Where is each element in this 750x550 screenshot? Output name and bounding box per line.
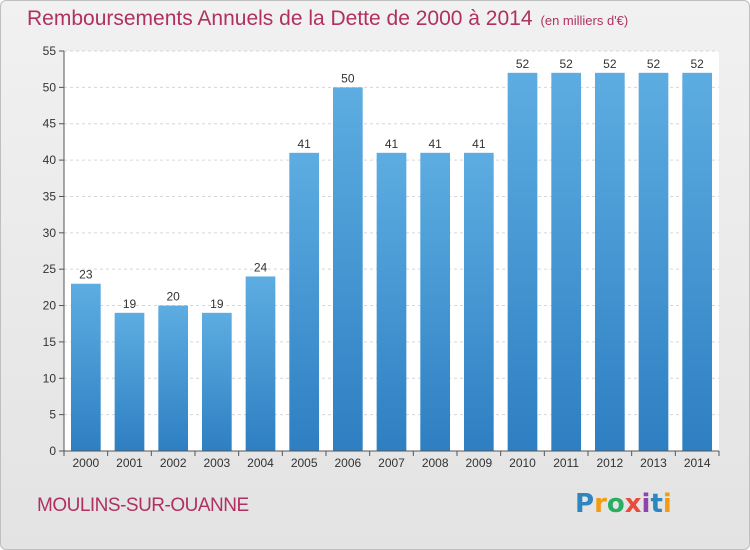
y-tick-label: 5 (49, 408, 56, 422)
logo-letter: x (624, 489, 642, 519)
logo-letter: P (575, 489, 595, 519)
y-tick-label: 20 (43, 299, 57, 313)
bar-2004 (245, 276, 276, 451)
bar-2013 (638, 72, 669, 452)
x-tick-label-2012: 2012 (596, 456, 623, 470)
logo-letter: i (641, 489, 651, 519)
y-tick-label: 10 (43, 371, 57, 385)
bar-2010 (507, 72, 538, 452)
x-tick-label-2014: 2014 (684, 456, 711, 470)
bar-2000 (70, 283, 101, 451)
value-label-2009: 41 (472, 137, 486, 151)
y-tick-label: 40 (43, 153, 57, 167)
x-tick-label-2006: 2006 (334, 456, 361, 470)
logo-letter: r (594, 489, 607, 519)
x-tick-label-2000: 2000 (72, 456, 99, 470)
x-tick-label-2004: 2004 (247, 456, 274, 470)
x-tick-label-2010: 2010 (509, 456, 536, 470)
y-tick-label: 25 (43, 262, 57, 276)
x-tick-label-2011: 2011 (553, 456, 579, 470)
chart-title-text: Remboursements Annuels de la Dette de 20… (27, 7, 533, 30)
y-tick-label: 30 (43, 226, 57, 240)
x-tick-label-2008: 2008 (422, 456, 449, 470)
value-label-2008: 41 (428, 137, 442, 151)
value-label-2014: 52 (690, 57, 704, 71)
bar-2001 (114, 312, 145, 451)
value-label-2013: 52 (647, 57, 661, 71)
y-tick-label: 45 (43, 117, 57, 131)
y-tick-label: 50 (43, 80, 57, 94)
y-tick-label: 0 (49, 444, 56, 458)
x-tick-label-2013: 2013 (640, 456, 667, 470)
logo-letter: o (606, 489, 625, 519)
bar-2006 (332, 87, 363, 451)
logo-letter: t (650, 489, 663, 519)
bar-2003 (201, 312, 232, 451)
bar-2007 (376, 152, 407, 451)
proxiti-logo: Proxiti (575, 489, 672, 519)
x-tick-label-2001: 2001 (116, 456, 143, 470)
value-label-2003: 19 (210, 297, 224, 311)
chart-unit: (en milliers d'€) (540, 13, 629, 28)
bar-2008 (420, 152, 451, 451)
value-label-2004: 24 (254, 260, 268, 274)
value-label-2005: 41 (297, 137, 311, 151)
bar-2012 (594, 72, 625, 452)
y-tick-label: 15 (43, 335, 57, 349)
x-tick-label-2007: 2007 (378, 456, 405, 470)
x-tick-label-2005: 2005 (291, 456, 318, 470)
bar-2005 (289, 152, 320, 451)
chart-title: Remboursements Annuels de la Dette de 20… (27, 7, 628, 31)
value-label-2012: 52 (603, 57, 617, 71)
logo-letter: i (662, 489, 672, 519)
y-tick-label: 55 (43, 44, 57, 58)
y-tick-label: 35 (43, 189, 57, 203)
x-tick-label-2002: 2002 (160, 456, 187, 470)
value-label-2007: 41 (385, 137, 399, 151)
bar-2014 (682, 72, 713, 452)
bar-chart: 23 19 20 19 24 41 50 41 41 41 52 52 52 52 52 0 5 10 15 20 2… (43, 44, 720, 470)
bar-2002 (158, 305, 189, 451)
x-tick-label-2009: 2009 (465, 456, 492, 470)
town-name: MOULINS-SUR-OUANNE (37, 495, 249, 516)
x-tick-label-2003: 2003 (203, 456, 230, 470)
value-label-2011: 52 (559, 57, 573, 71)
value-label-2010: 52 (516, 57, 530, 71)
value-label-2006: 50 (341, 71, 355, 85)
value-label-2000: 23 (79, 268, 93, 282)
bar-2011 (551, 72, 582, 452)
value-label-2002: 20 (166, 290, 180, 304)
bar-2009 (463, 152, 494, 451)
value-label-2001: 19 (123, 297, 137, 311)
